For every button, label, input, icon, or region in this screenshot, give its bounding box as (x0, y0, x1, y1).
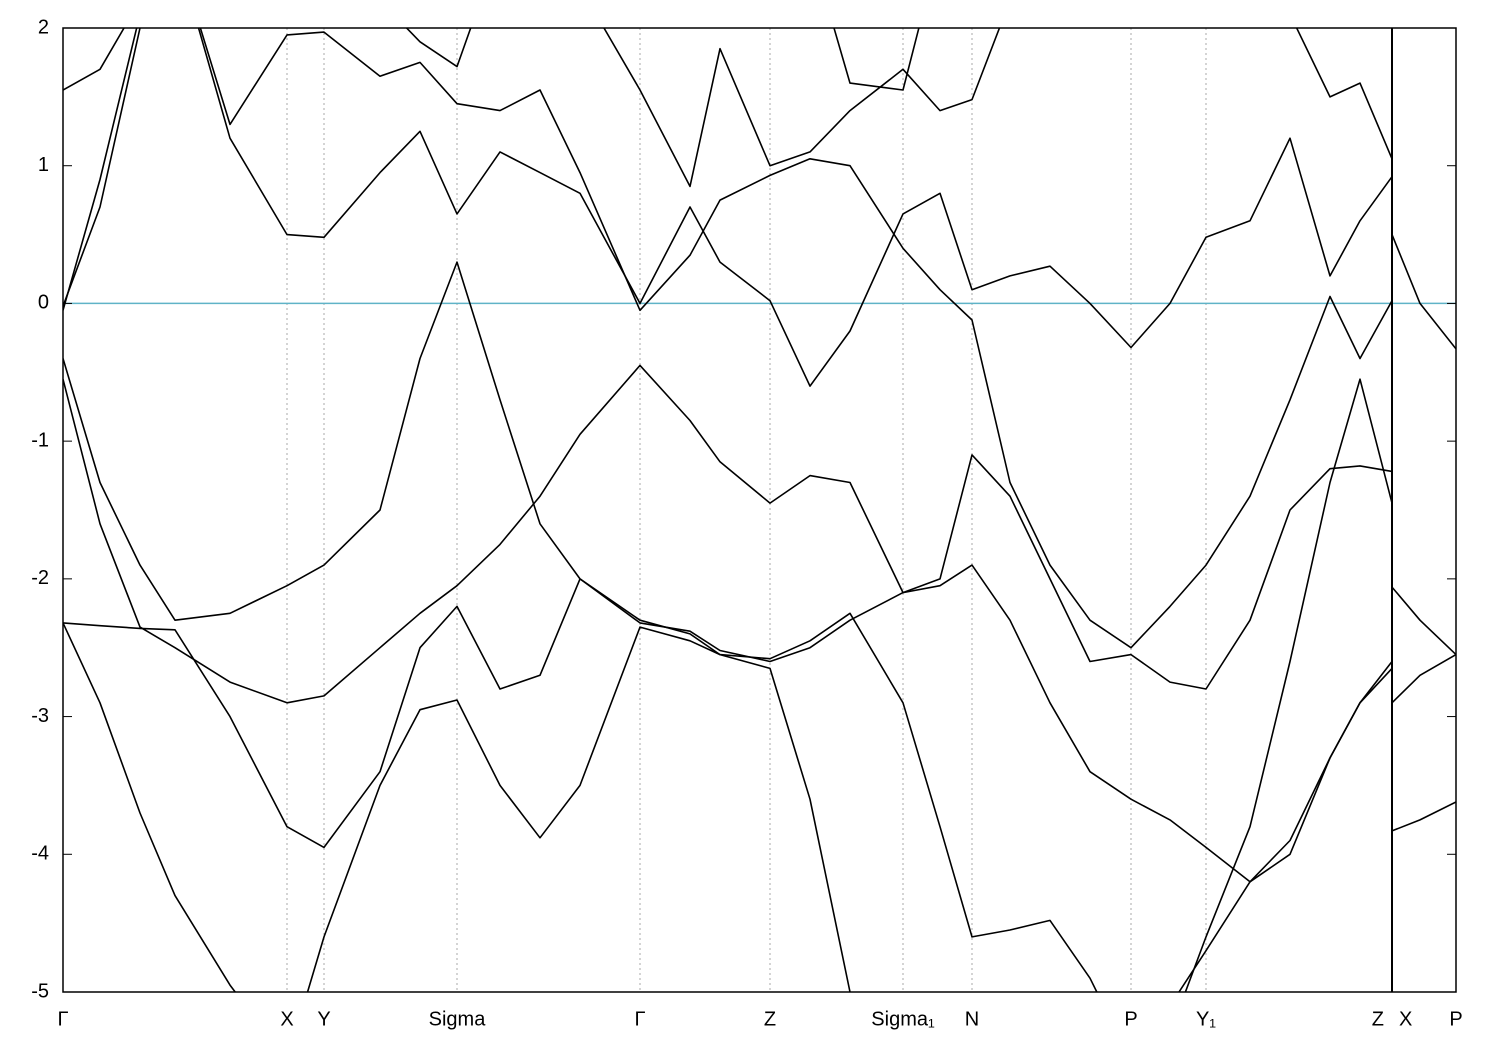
plot-frame (62, 27, 1457, 993)
y-tick-label: 1 (38, 154, 49, 176)
y-tick-label: -3 (31, 705, 49, 727)
bands (63, 28, 1456, 992)
x-tick-label: X (280, 1008, 293, 1030)
x-tick-label: Γ (634, 1008, 645, 1030)
x-tick-label: P (1449, 1008, 1462, 1030)
x-tick-label: Γ (57, 1008, 68, 1030)
band-line (405, 28, 920, 91)
band-line (63, 364, 1456, 883)
x-tick-label: Y₁ (1196, 1008, 1216, 1030)
x-tick-label: Sigma (429, 1008, 487, 1030)
band-line (63, 28, 1393, 992)
x-tick-label: P (1124, 1008, 1137, 1030)
y-tick-label: 2 (38, 16, 49, 38)
x-tick-label: X (1399, 1008, 1412, 1030)
y-tick-label: -1 (31, 429, 49, 451)
band-line (63, 28, 1393, 311)
band-line (63, 28, 1456, 387)
x-tick-label: N (965, 1008, 979, 1030)
y-tick-label: -5 (31, 980, 49, 1002)
x-tick-label: Z (764, 1008, 776, 1030)
y-tick-label: -4 (31, 843, 49, 865)
y-tick-label: 0 (38, 292, 49, 314)
y-tick-label: -2 (31, 567, 49, 589)
x-tick-label: Sigma₁ (871, 1008, 935, 1030)
band-line (63, 261, 1393, 992)
band-line (63, 378, 1456, 992)
x-tick-label: Z (1372, 1008, 1384, 1030)
x-tick-label: Y (317, 1008, 330, 1030)
band-line (63, 622, 1456, 992)
grid (286, 28, 1207, 992)
